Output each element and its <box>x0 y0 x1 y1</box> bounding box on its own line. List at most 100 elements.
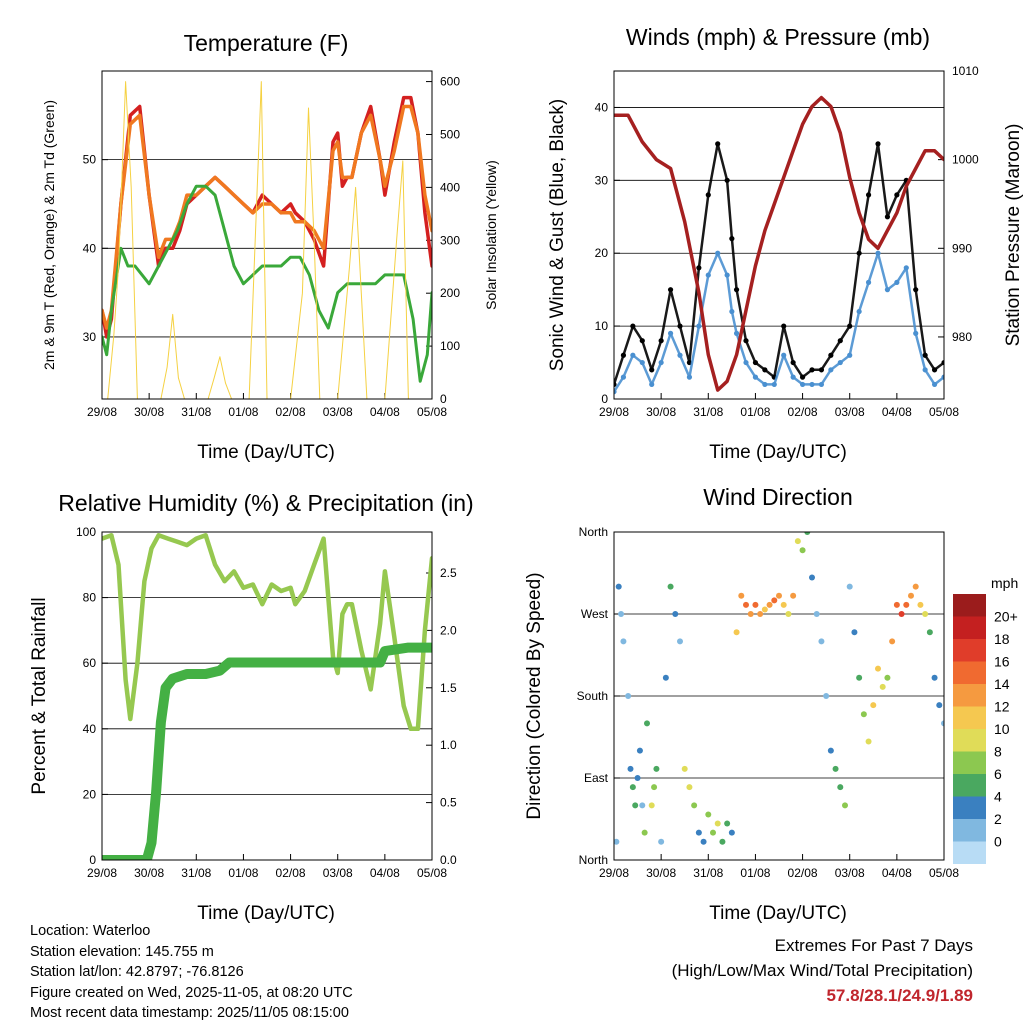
direction-point <box>644 720 650 727</box>
temperature-title: Temperature (F) <box>184 30 349 56</box>
direction-point <box>672 611 679 617</box>
x-tick-label: 01/08 <box>228 866 258 880</box>
humidity-ylabel: Percent & Total Rainfall <box>29 597 50 794</box>
direction-point <box>625 693 632 699</box>
direction-point <box>893 601 900 608</box>
y-right-tick-label: 2.0 <box>440 623 457 637</box>
direction-point <box>856 674 863 681</box>
y-right-tick-label: 1010 <box>952 64 979 78</box>
x-tick-label: 05/08 <box>929 866 959 880</box>
colorbar-swatch <box>953 684 986 707</box>
extremes-values: 57.8/28.1/24.9/1.89 <box>826 986 973 1005</box>
direction-point <box>641 829 648 836</box>
direction-point <box>634 775 641 781</box>
colorbar-label: 18 <box>994 631 1010 647</box>
colorbar-swatch <box>953 706 986 729</box>
direction-point <box>686 784 693 791</box>
wind-direction-title: Wind Direction <box>703 484 853 510</box>
x-tick-label: 02/08 <box>276 405 306 419</box>
series-group <box>102 81 432 399</box>
x-tick-label: 02/08 <box>788 405 818 419</box>
direction-point <box>922 611 929 617</box>
x-tick-label: 30/08 <box>646 866 676 880</box>
humidity-xlabel: Time (Day/UTC) <box>197 903 335 924</box>
series-group <box>102 533 432 860</box>
created-text: Figure created on Wed, 2025-11-05, at 08… <box>30 984 353 1001</box>
y-tick-label: 50 <box>83 153 97 167</box>
extremes-box: Extremes For Past 7 Days (High/Low/Max W… <box>672 933 973 1008</box>
colorbar-label: 20+ <box>994 609 1018 625</box>
direction-point <box>747 611 754 617</box>
colorbar-label: 8 <box>994 744 1002 760</box>
x-tick-label: 29/08 <box>599 866 629 880</box>
direction-point <box>614 838 620 845</box>
wind-line <box>614 251 944 393</box>
direction-point <box>653 765 660 772</box>
direction-point <box>903 601 910 608</box>
direction-point <box>837 784 844 791</box>
direction-point <box>851 629 858 636</box>
y-right-tick-label: 0.0 <box>440 853 457 867</box>
y-right-tick-label: 0 <box>440 392 447 406</box>
direction-point <box>917 601 924 608</box>
direction-point <box>719 838 726 845</box>
direction-point <box>766 601 773 608</box>
y-tick-label: 60 <box>83 656 97 670</box>
y-right-tick-label: 300 <box>440 233 460 247</box>
x-tick-label: 30/08 <box>646 405 676 419</box>
direction-point <box>827 747 834 754</box>
x-tick-label: 04/08 <box>882 866 912 880</box>
direction-point <box>714 820 721 827</box>
wind-direction-xlabel: Time (Day/UTC) <box>709 903 847 924</box>
direction-point <box>667 583 674 590</box>
winds-plot-area: 0 10 20 30 40 980 990 1000 1010 29/08 30/08 31/08 01… <box>595 64 979 419</box>
speed-colorbar: mph 20+ 18 16 14 12 10 8 6 4 2 0 <box>953 575 1018 864</box>
y-tick-label: North <box>579 525 608 539</box>
direction-point <box>724 820 731 827</box>
plot-frame <box>101 531 433 861</box>
y-right-tick-label: 100 <box>440 339 460 353</box>
x-tick-label: 03/08 <box>835 405 865 419</box>
x-tick-label: 05/08 <box>417 866 447 880</box>
series-group <box>614 95 944 395</box>
direction-point <box>705 811 712 818</box>
relative-humidity-line <box>102 533 432 732</box>
direction-point <box>677 638 683 645</box>
x-tick-label: 04/08 <box>370 866 400 880</box>
direction-point <box>738 592 745 599</box>
direction-point <box>780 601 787 608</box>
direction-point <box>804 532 811 535</box>
plot-frame <box>101 70 433 400</box>
direction-point <box>813 611 820 617</box>
colorbar-title: mph <box>991 575 1018 591</box>
direction-point <box>700 838 707 845</box>
y-tick-label: 40 <box>83 241 97 255</box>
x-tick-label: 31/08 <box>181 866 211 880</box>
direction-point <box>790 592 797 599</box>
colorbar-swatch <box>953 774 986 797</box>
temperature-ylabel-right: Solar Insolation (Yellow) <box>483 160 499 310</box>
x-tick-label: 03/08 <box>323 405 353 419</box>
winds-panel: Winds (mph) & Pressure (mb) 0 10 20 30 40 980… <box>547 24 1024 463</box>
direction-point <box>728 829 735 836</box>
y-right-tick-label: 600 <box>440 75 460 89</box>
plot-frame <box>613 70 945 400</box>
x-tick-label: 01/08 <box>740 405 770 419</box>
direction-point <box>639 802 646 809</box>
x-tick-label: 30/08 <box>134 866 164 880</box>
x-tick-label: 05/08 <box>929 405 959 419</box>
direction-point <box>776 592 782 599</box>
direction-point <box>785 611 792 617</box>
direction-point <box>662 674 669 681</box>
colorbar-label: 14 <box>994 676 1010 692</box>
temperature-xlabel: Time (Day/UTC) <box>197 442 335 463</box>
direction-point <box>752 601 759 608</box>
y-right-tick-label: 400 <box>440 180 460 194</box>
x-tick-label: 31/08 <box>181 405 211 419</box>
direction-point <box>651 784 658 791</box>
direction-point <box>620 638 627 645</box>
x-tick-label: 03/08 <box>323 866 353 880</box>
y-tick-label: North <box>579 853 608 867</box>
y-tick-label: 40 <box>83 722 97 736</box>
